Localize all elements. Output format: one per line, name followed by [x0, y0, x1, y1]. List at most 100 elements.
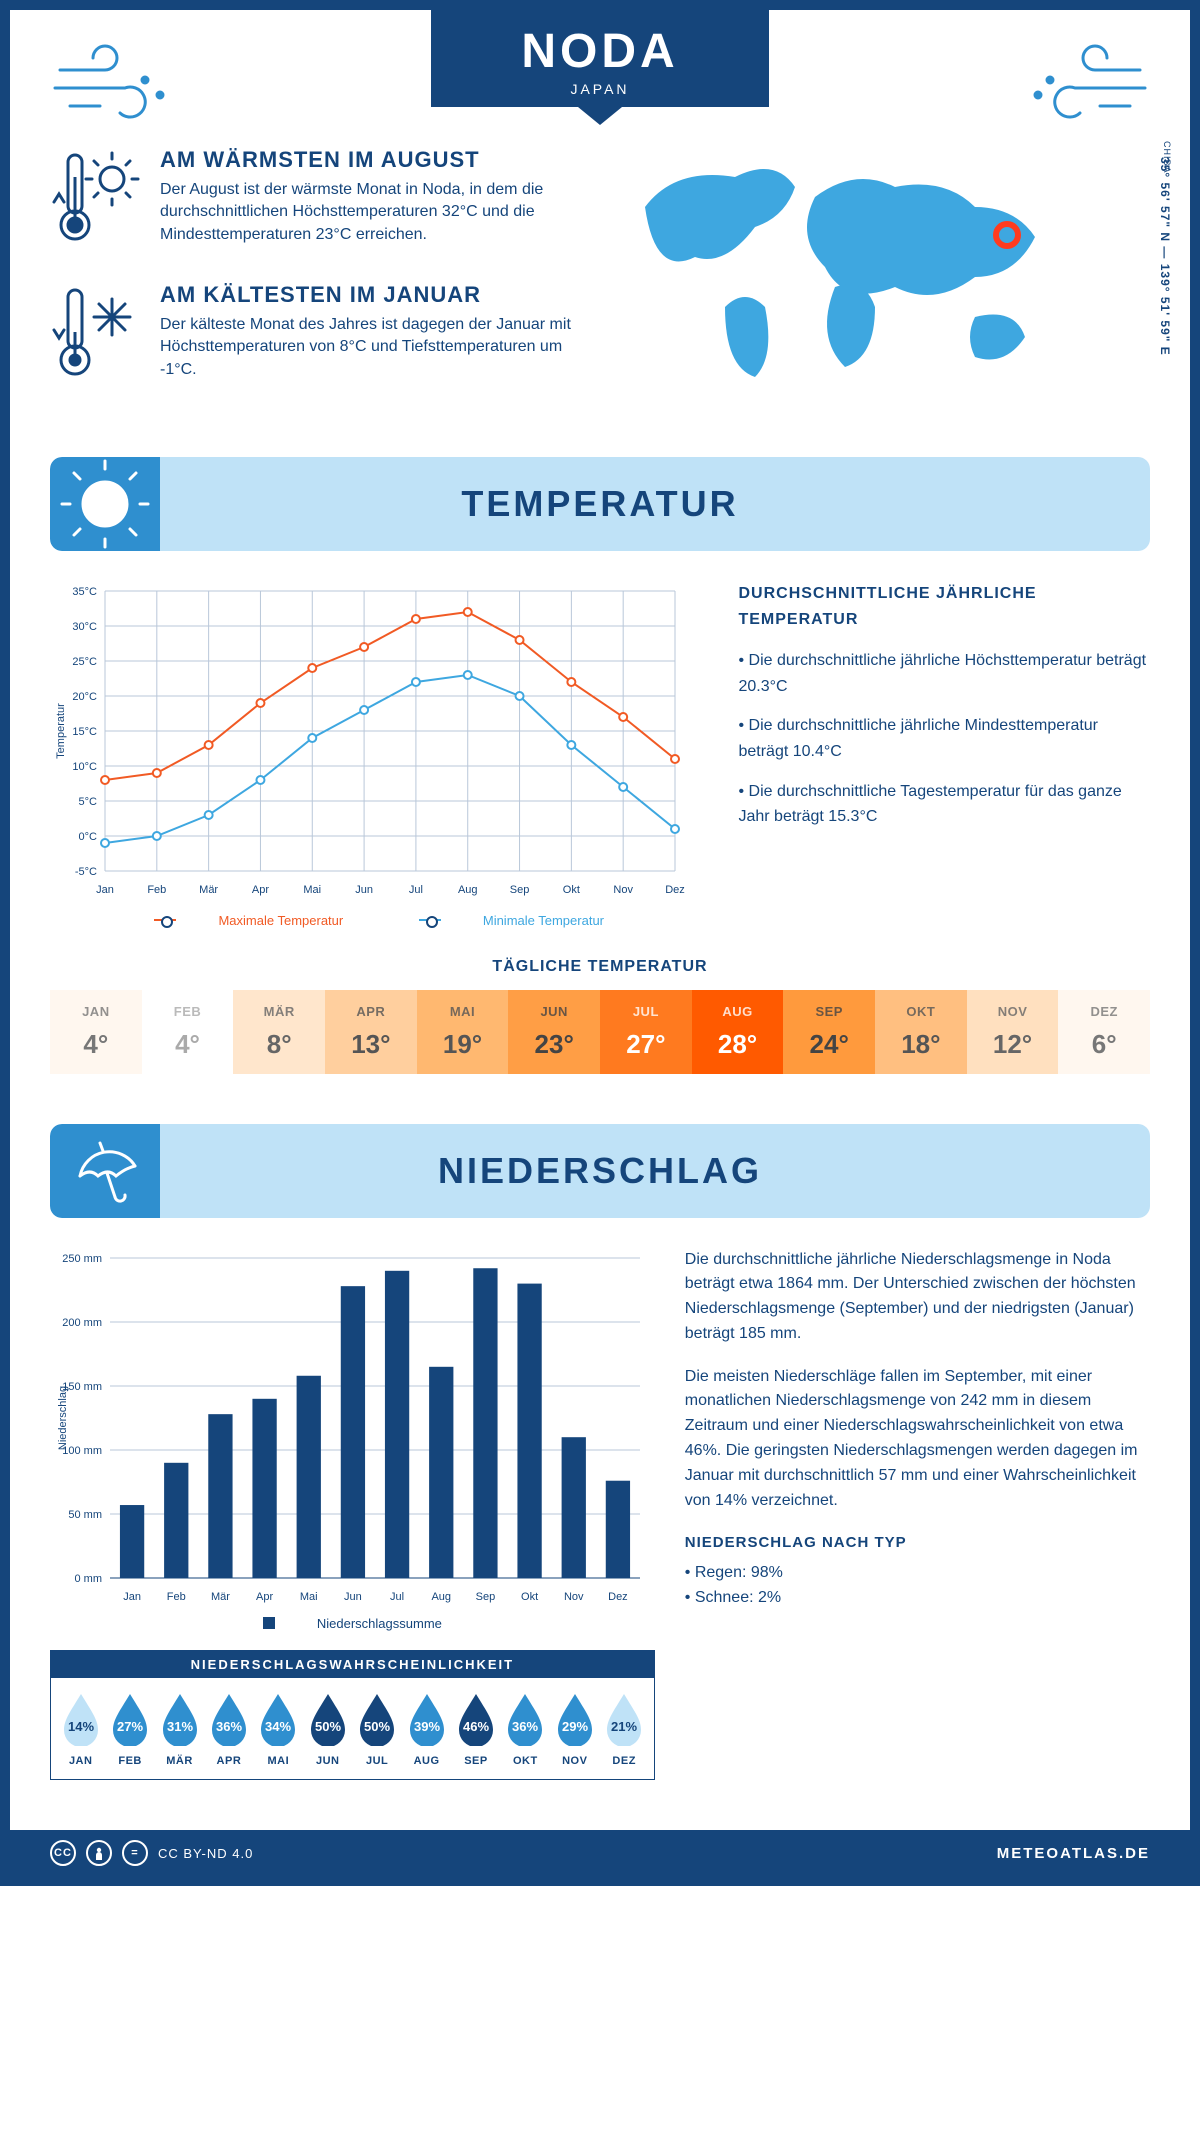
heatmap-cell: JUL27°	[600, 990, 692, 1074]
svg-text:39%: 39%	[414, 1719, 440, 1734]
title-banner: NODA JAPAN	[431, 10, 768, 107]
svg-text:Dez: Dez	[665, 884, 685, 896]
heatmap-cell: NOV12°	[967, 990, 1059, 1074]
daily-temp-heatmap: JAN4°FEB4°MÄR8°APR13°MAI19°JUN23°JUL27°A…	[50, 990, 1150, 1074]
heatmap-cell: AUG28°	[692, 990, 784, 1074]
prob-drop: 50% JUN	[304, 1690, 351, 1767]
svg-text:Okt: Okt	[521, 1591, 538, 1603]
svg-text:Mai: Mai	[303, 884, 321, 896]
svg-text:27%: 27%	[117, 1719, 143, 1734]
svg-text:10°C: 10°C	[72, 761, 97, 773]
prob-title: NIEDERSCHLAGSWAHRSCHEINLICHKEIT	[51, 1651, 654, 1678]
precip-legend: Niederschlagssumme	[50, 1616, 655, 1633]
svg-text:Jun: Jun	[344, 1591, 362, 1603]
svg-text:Jan: Jan	[96, 884, 114, 896]
warmest-title: AM WÄRMSTEN IM AUGUST	[160, 147, 585, 173]
heatmap-cell: DEZ6°	[1058, 990, 1150, 1074]
prob-drop: 31% MÄR	[156, 1690, 203, 1767]
sun-icon	[50, 457, 160, 551]
prob-drop: 36% APR	[205, 1690, 252, 1767]
section-header-temperatur: TEMPERATUR	[50, 457, 1150, 551]
temp-bullet-3: • Die durchschnittliche Tagestemperatur …	[738, 779, 1150, 830]
svg-text:Okt: Okt	[563, 884, 580, 896]
section-title-precip: NIEDERSCHLAG	[50, 1150, 1150, 1192]
svg-text:30°C: 30°C	[72, 621, 97, 633]
svg-text:Feb: Feb	[147, 884, 166, 896]
intro-row: AM WÄRMSTEN IM AUGUST Der August ist der…	[50, 147, 1150, 417]
heatmap-cell: MÄR8°	[233, 990, 325, 1074]
section-header-niederschlag: NIEDERSCHLAG	[50, 1124, 1150, 1218]
license-text: CC BY-ND 4.0	[158, 1846, 253, 1861]
coldest-block: AM KÄLTESTEN IM JANUAR Der kälteste Mona…	[50, 282, 585, 387]
coords-label: 35° 56' 57" N — 139° 51' 59" E	[1158, 157, 1172, 356]
prob-drop: 21% DEZ	[600, 1690, 647, 1767]
warmest-text: Der August ist der wärmste Monat in Noda…	[160, 179, 585, 246]
svg-text:31%: 31%	[167, 1719, 193, 1734]
svg-text:Jul: Jul	[409, 884, 423, 896]
svg-text:Jun: Jun	[355, 884, 373, 896]
daily-temp-title: TÄGLICHE TEMPERATUR	[50, 958, 1150, 976]
svg-text:Nov: Nov	[564, 1591, 584, 1603]
precip-type-1: • Regen: 98%	[685, 1561, 1150, 1586]
precip-legend-label: Niederschlagssumme	[317, 1616, 442, 1631]
legend-min: Minimale Temperatur	[483, 913, 604, 928]
prob-drop: 14% JAN	[57, 1690, 104, 1767]
prob-drop: 50% JUL	[353, 1690, 400, 1767]
svg-text:200 mm: 200 mm	[62, 1317, 102, 1329]
svg-text:14%: 14%	[68, 1719, 94, 1734]
svg-text:Aug: Aug	[458, 884, 478, 896]
svg-text:Niederschlag: Niederschlag	[57, 1385, 69, 1449]
temp-bullet-1: • Die durchschnittliche jährliche Höchst…	[738, 648, 1150, 699]
heatmap-cell: FEB4°	[142, 990, 234, 1074]
precip-p2: Die meisten Niederschläge fallen im Sept…	[685, 1365, 1150, 1514]
svg-text:5°C: 5°C	[79, 796, 98, 808]
temp-chart: -5°C0°C5°C10°C15°C20°C25°C30°C35°CJanFeb…	[50, 581, 708, 928]
svg-text:0 mm: 0 mm	[75, 1573, 103, 1585]
svg-text:34%: 34%	[265, 1719, 291, 1734]
precip-summary: Die durchschnittliche jährliche Niedersc…	[685, 1248, 1150, 1611]
temp-summary-title: DURCHSCHNITTLICHE JÄHRLICHE TEMPERATUR	[738, 581, 1150, 632]
svg-text:Feb: Feb	[167, 1591, 186, 1603]
header: NODA JAPAN	[50, 40, 1150, 107]
svg-text:20°C: 20°C	[72, 691, 97, 703]
svg-text:Temperatur: Temperatur	[55, 703, 67, 759]
svg-text:0°C: 0°C	[79, 831, 98, 843]
svg-text:Sep: Sep	[510, 884, 530, 896]
coldest-text: Der kälteste Monat des Jahres ist dagege…	[160, 314, 585, 381]
svg-text:50 mm: 50 mm	[68, 1509, 102, 1521]
prob-drop: 29% NOV	[551, 1690, 598, 1767]
svg-text:Apr: Apr	[252, 884, 269, 896]
wind-icon	[1020, 40, 1150, 135]
svg-text:Nov: Nov	[613, 884, 633, 896]
svg-text:36%: 36%	[512, 1719, 538, 1734]
svg-text:29%: 29%	[562, 1719, 588, 1734]
heatmap-cell: MAI19°	[417, 990, 509, 1074]
svg-text:Jul: Jul	[390, 1591, 404, 1603]
city-title: NODA	[521, 24, 678, 79]
svg-text:36%: 36%	[216, 1719, 242, 1734]
heatmap-cell: SEP24°	[783, 990, 875, 1074]
precip-probability-box: NIEDERSCHLAGSWAHRSCHEINLICHKEIT 14% JAN …	[50, 1650, 655, 1780]
svg-text:-5°C: -5°C	[75, 866, 97, 878]
license-block: CC = CC BY-ND 4.0	[50, 1840, 253, 1866]
footer: CC = CC BY-ND 4.0 METEOATLAS.DE	[10, 1830, 1190, 1876]
svg-text:Dez: Dez	[608, 1591, 628, 1603]
precip-p1: Die durchschnittliche jährliche Niedersc…	[685, 1248, 1150, 1347]
svg-text:Mär: Mär	[199, 884, 218, 896]
wind-icon	[50, 40, 180, 135]
thermometer-snow-icon	[50, 282, 140, 387]
page-root: NODA JAPAN	[0, 0, 1200, 1886]
prob-drop: 39% AUG	[403, 1690, 450, 1767]
precip-type-title: NIEDERSCHLAG NACH TYP	[685, 1531, 1150, 1554]
brand-label: METEOATLAS.DE	[997, 1845, 1150, 1862]
svg-text:Aug: Aug	[431, 1591, 451, 1603]
heatmap-cell: JUN23°	[508, 990, 600, 1074]
svg-text:50%: 50%	[315, 1719, 341, 1734]
country-subtitle: JAPAN	[521, 81, 678, 97]
heatmap-cell: OKT18°	[875, 990, 967, 1074]
temp-bullet-2: • Die durchschnittliche jährliche Mindes…	[738, 713, 1150, 764]
temp-summary: DURCHSCHNITTLICHE JÄHRLICHE TEMPERATUR •…	[738, 581, 1150, 928]
precip-type-2: • Schnee: 2%	[685, 1586, 1150, 1611]
world-map-box: CHIBA 35° 56' 57" N — 139° 51' 59" E	[615, 147, 1150, 417]
svg-text:250 mm: 250 mm	[62, 1253, 102, 1265]
